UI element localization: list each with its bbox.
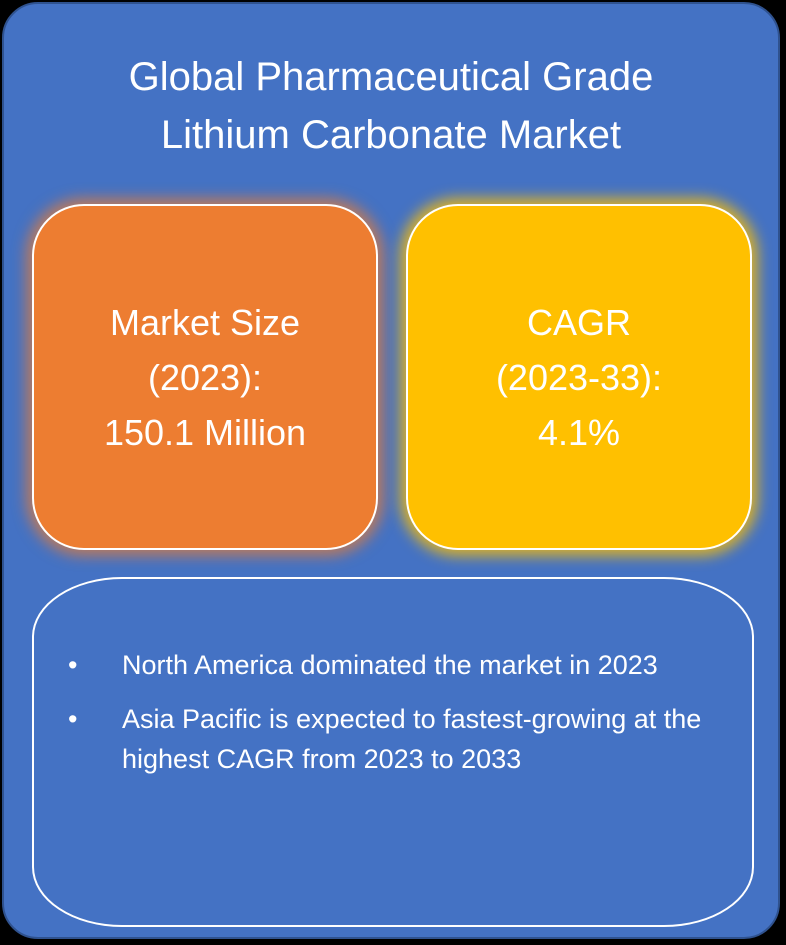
card-line: (2023-33):	[495, 356, 663, 398]
bullet: North America dominated the market in 20…	[68, 645, 712, 685]
cagr-card: CAGR (2023-33): 4.1%	[406, 204, 752, 550]
card-line: 4.1%	[537, 411, 621, 453]
title-line: Global Pharmaceutical Grade	[128, 55, 654, 99]
title: Global Pharmaceutical Grade Lithium Carb…	[4, 48, 778, 164]
card-line: 150.1 Million	[103, 411, 307, 453]
card-line: Market Size	[109, 301, 301, 343]
card-line: (2023):	[147, 356, 263, 398]
card-line: CAGR	[526, 301, 631, 343]
notes-box: North America dominated the market in 20…	[32, 577, 754, 927]
market-size-card: Market Size (2023): 150.1 Million	[32, 204, 378, 550]
bullet: Asia Pacific is expected to fastest-grow…	[68, 699, 712, 779]
title-line: Lithium Carbonate Market	[160, 113, 622, 157]
